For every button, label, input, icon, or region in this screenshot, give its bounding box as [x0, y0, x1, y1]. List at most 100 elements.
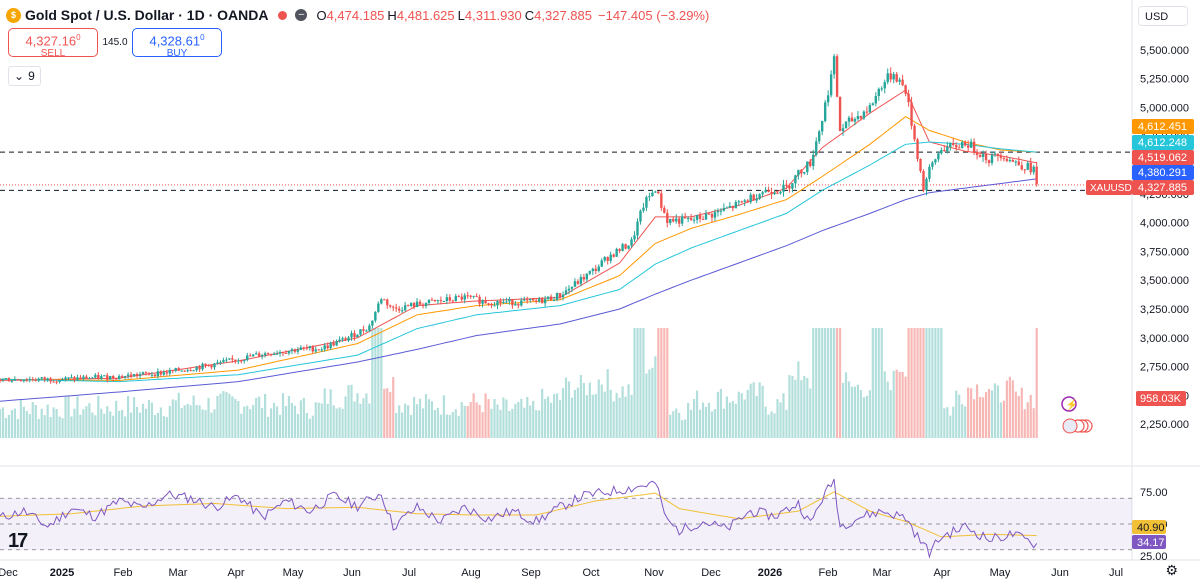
volume-bar [421, 408, 425, 438]
candle-body [275, 353, 279, 355]
volume-bar [687, 402, 690, 438]
candle-body [314, 349, 317, 352]
volume-bar [219, 393, 222, 438]
candle-body [838, 96, 842, 132]
candle-body [1005, 158, 1009, 161]
candle-body [645, 197, 648, 208]
candle-body [743, 200, 746, 202]
volume-bar [278, 414, 282, 438]
candle-body [493, 305, 496, 307]
volume-bar [853, 386, 857, 438]
candle-body [4, 378, 8, 380]
price-label: 4,327.885 [1138, 182, 1187, 194]
volume-bar [576, 387, 580, 438]
volume-bar [430, 401, 434, 438]
candle-body [999, 156, 1003, 158]
volume-bar [499, 409, 502, 438]
volume-bar [1017, 395, 1020, 438]
volume-bar [246, 405, 249, 438]
volume-bar [389, 392, 392, 438]
tradingview-logo-icon[interactable]: 17 [8, 530, 28, 552]
x-tick-label: Mar [169, 567, 188, 579]
market-status-icon[interactable] [278, 10, 288, 20]
volume-bar [255, 397, 258, 438]
candle-body [353, 333, 356, 338]
sell-price-sup: 0 [76, 33, 81, 42]
volume-bar [675, 408, 678, 438]
volume-bar [144, 408, 148, 438]
volume-bar [228, 393, 231, 438]
volume-bar [815, 328, 818, 438]
volume-bar [365, 393, 368, 438]
candle-body [109, 376, 112, 380]
candle-body [966, 145, 970, 148]
volume-bar [442, 395, 445, 438]
volume-bar [1008, 376, 1011, 438]
volume-bar [22, 406, 25, 438]
y-tick-label: 5,000.000 [1140, 102, 1189, 114]
candle-body [692, 219, 696, 221]
symbol-title[interactable]: Gold Spot / U.S. Dollar · 1D · OANDA [25, 7, 269, 23]
volume-bar [999, 402, 1003, 438]
candle-body [1008, 160, 1012, 162]
volume-bar [651, 367, 654, 438]
candle-body [219, 362, 222, 364]
volume-bar [773, 413, 776, 438]
candle-body [85, 376, 88, 379]
volume-bar [862, 397, 865, 438]
candle-body [737, 201, 740, 203]
candle-body [400, 310, 404, 312]
candle-body [722, 207, 726, 211]
volume-bar [481, 412, 484, 438]
currency-selector[interactable]: USD [1138, 6, 1188, 26]
volume-bar [112, 415, 115, 438]
symbol-tag: XAUUSD [1090, 183, 1132, 194]
volume-bar [52, 407, 55, 438]
volume-bar [844, 372, 848, 438]
volume-bar [898, 371, 901, 438]
volume-bar [296, 413, 299, 438]
candle-body [371, 320, 374, 326]
candle-body [689, 218, 693, 220]
volume-bar [58, 416, 61, 438]
buy-button[interactable]: 4,328.610 BUY [132, 28, 222, 59]
candle-body [564, 290, 568, 295]
volume-bar [189, 405, 192, 438]
volume-bar [1029, 394, 1032, 438]
volume-bar [672, 411, 675, 438]
candle-body [520, 300, 523, 306]
volume-bar [934, 328, 937, 438]
volume-bar [740, 393, 743, 438]
volume-bar [156, 412, 159, 438]
candle-body [725, 207, 729, 209]
volume-bar [835, 328, 839, 438]
candle-body [70, 377, 73, 379]
candle-body [427, 299, 431, 304]
volume-bar [922, 328, 925, 438]
high-label: H [387, 7, 397, 23]
candle-body [657, 191, 660, 194]
volume-bar [627, 384, 630, 438]
sell-button[interactable]: 4,327.160 SELL [8, 28, 98, 59]
volume-bar [886, 381, 889, 438]
minus-icon[interactable]: – [295, 9, 308, 21]
candle-body [847, 117, 851, 122]
candle-body [359, 329, 362, 335]
volume-bar [493, 399, 496, 438]
candle-body [826, 95, 830, 103]
volume-bar [558, 400, 562, 438]
volume-bar [287, 396, 291, 438]
candle-body [451, 300, 454, 302]
volume-bar [231, 396, 234, 438]
volume-bar [338, 407, 341, 438]
volume-bar [904, 376, 907, 438]
volume-bar [135, 406, 139, 438]
candle-body [43, 377, 46, 380]
gear-icon[interactable]: ⚙ [1165, 562, 1178, 578]
candle-body [412, 303, 416, 308]
volume-bar [639, 328, 642, 438]
volume-bar [311, 415, 314, 438]
indicators-toggle[interactable]: ⌄ 9 [8, 66, 41, 86]
candle-body [943, 150, 946, 152]
